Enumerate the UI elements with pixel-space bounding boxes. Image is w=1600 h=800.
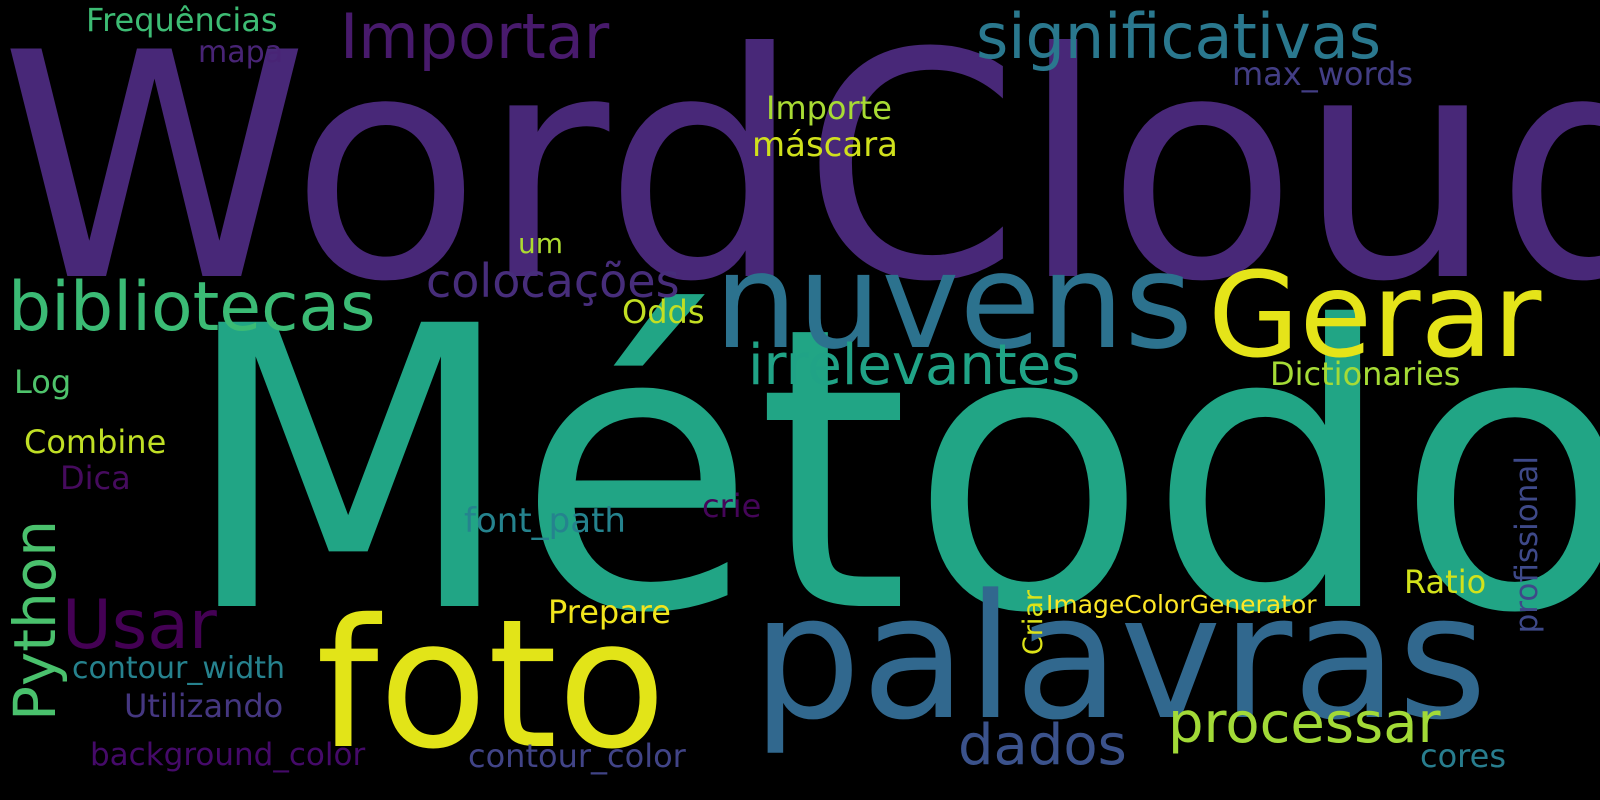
word-frequencias: Frequências: [86, 1, 278, 39]
word-criar: Criar: [1018, 590, 1049, 656]
word-crie: crie: [702, 487, 762, 525]
word-importar: Importar: [340, 0, 610, 73]
word-prepare: Prepare: [548, 593, 671, 631]
word-palavras: palavras: [752, 557, 1488, 758]
word-ratio: Ratio: [1404, 563, 1487, 601]
word-bibliotecas: bibliotecas: [8, 268, 376, 347]
word-dica: Dica: [60, 459, 131, 497]
word-mascara: máscara: [752, 125, 899, 165]
word-combine: Combine: [24, 423, 167, 461]
word-dados: dados: [958, 713, 1127, 778]
word-max-words: max_words: [1232, 55, 1414, 93]
word-dictionaries: Dictionaries: [1270, 355, 1461, 393]
word-python: Python: [1, 520, 69, 722]
word-foto: foto: [316, 581, 667, 788]
word-odds: Odds: [622, 293, 705, 331]
word-font-path: font_path: [464, 501, 626, 541]
word-imagecolorgenerator: ImageColorGenerator: [1046, 590, 1317, 619]
word-profissional: profissional: [1509, 456, 1545, 634]
word-contour-color: contour_color: [468, 737, 686, 775]
word-irrelevantes: irrelevantes: [748, 333, 1081, 398]
word-wordcloud: WordCloud: [0, 0, 1600, 350]
word-background-color: background_color: [90, 737, 366, 773]
word-usar: Usar: [62, 586, 217, 665]
word-utilizando: Utilizando: [124, 687, 284, 725]
word-mapa: mapa: [198, 35, 284, 70]
word-log: Log: [14, 363, 72, 401]
word-processar: processar: [1168, 691, 1441, 756]
word-nuvens: nuvens: [714, 225, 1194, 379]
word-importe: Importe: [766, 89, 892, 127]
word-gerar: Gerar: [1208, 246, 1542, 384]
word-colocacoes: colocações: [426, 254, 680, 308]
word-cores: cores: [1420, 737, 1506, 775]
word-significativas: significativas: [976, 0, 1382, 73]
word-metodo: Método: [180, 244, 1600, 698]
word-um: um: [518, 227, 564, 260]
word-contour-width: contour_width: [72, 651, 286, 686]
